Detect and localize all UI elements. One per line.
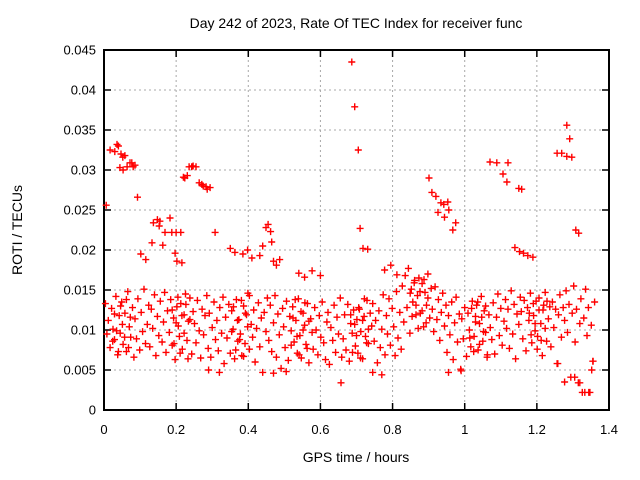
- x-tick-label: 1: [461, 422, 468, 437]
- y-tick-label: 0.01: [71, 323, 96, 338]
- x-tick-label: 0.8: [384, 422, 402, 437]
- chart-title: Day 242 of 2023, Rate Of TEC Index for r…: [190, 15, 523, 31]
- x-tick-label: 1.4: [600, 422, 618, 437]
- x-tick-label: 0.6: [311, 422, 329, 437]
- y-tick-label: 0: [89, 403, 96, 418]
- x-axis-label: GPS time / hours: [303, 449, 410, 465]
- gridlines: [104, 50, 609, 410]
- y-tick-label: 0.015: [63, 283, 96, 298]
- plot-border: [103, 49, 610, 411]
- y-tick-label: 0.045: [63, 43, 96, 58]
- y-tick-label: 0.04: [71, 83, 96, 98]
- y-tick-label: 0.025: [63, 203, 96, 218]
- x-tick-label: 0.2: [167, 422, 185, 437]
- y-tick-label: 0.005: [63, 363, 96, 378]
- y-tick-label: 0.035: [63, 123, 96, 138]
- data-points: [101, 58, 599, 396]
- y-axis-label: ROTI / TECUs: [9, 185, 25, 275]
- y-tick-label: 0.03: [71, 163, 96, 178]
- tick-labels: 0 0.2 0.4 0.6 0.8 1 1.2 1.4 0 0.005 0.01 0.015 0.02 0…: [63, 43, 618, 438]
- x-tick-label: 0: [100, 422, 107, 437]
- data-points-path: [101, 58, 599, 396]
- x-tick-label: 1.2: [528, 422, 546, 437]
- axes: [103, 49, 610, 411]
- x-tick-label: 0.4: [239, 422, 257, 437]
- y-tick-label: 0.02: [71, 243, 96, 258]
